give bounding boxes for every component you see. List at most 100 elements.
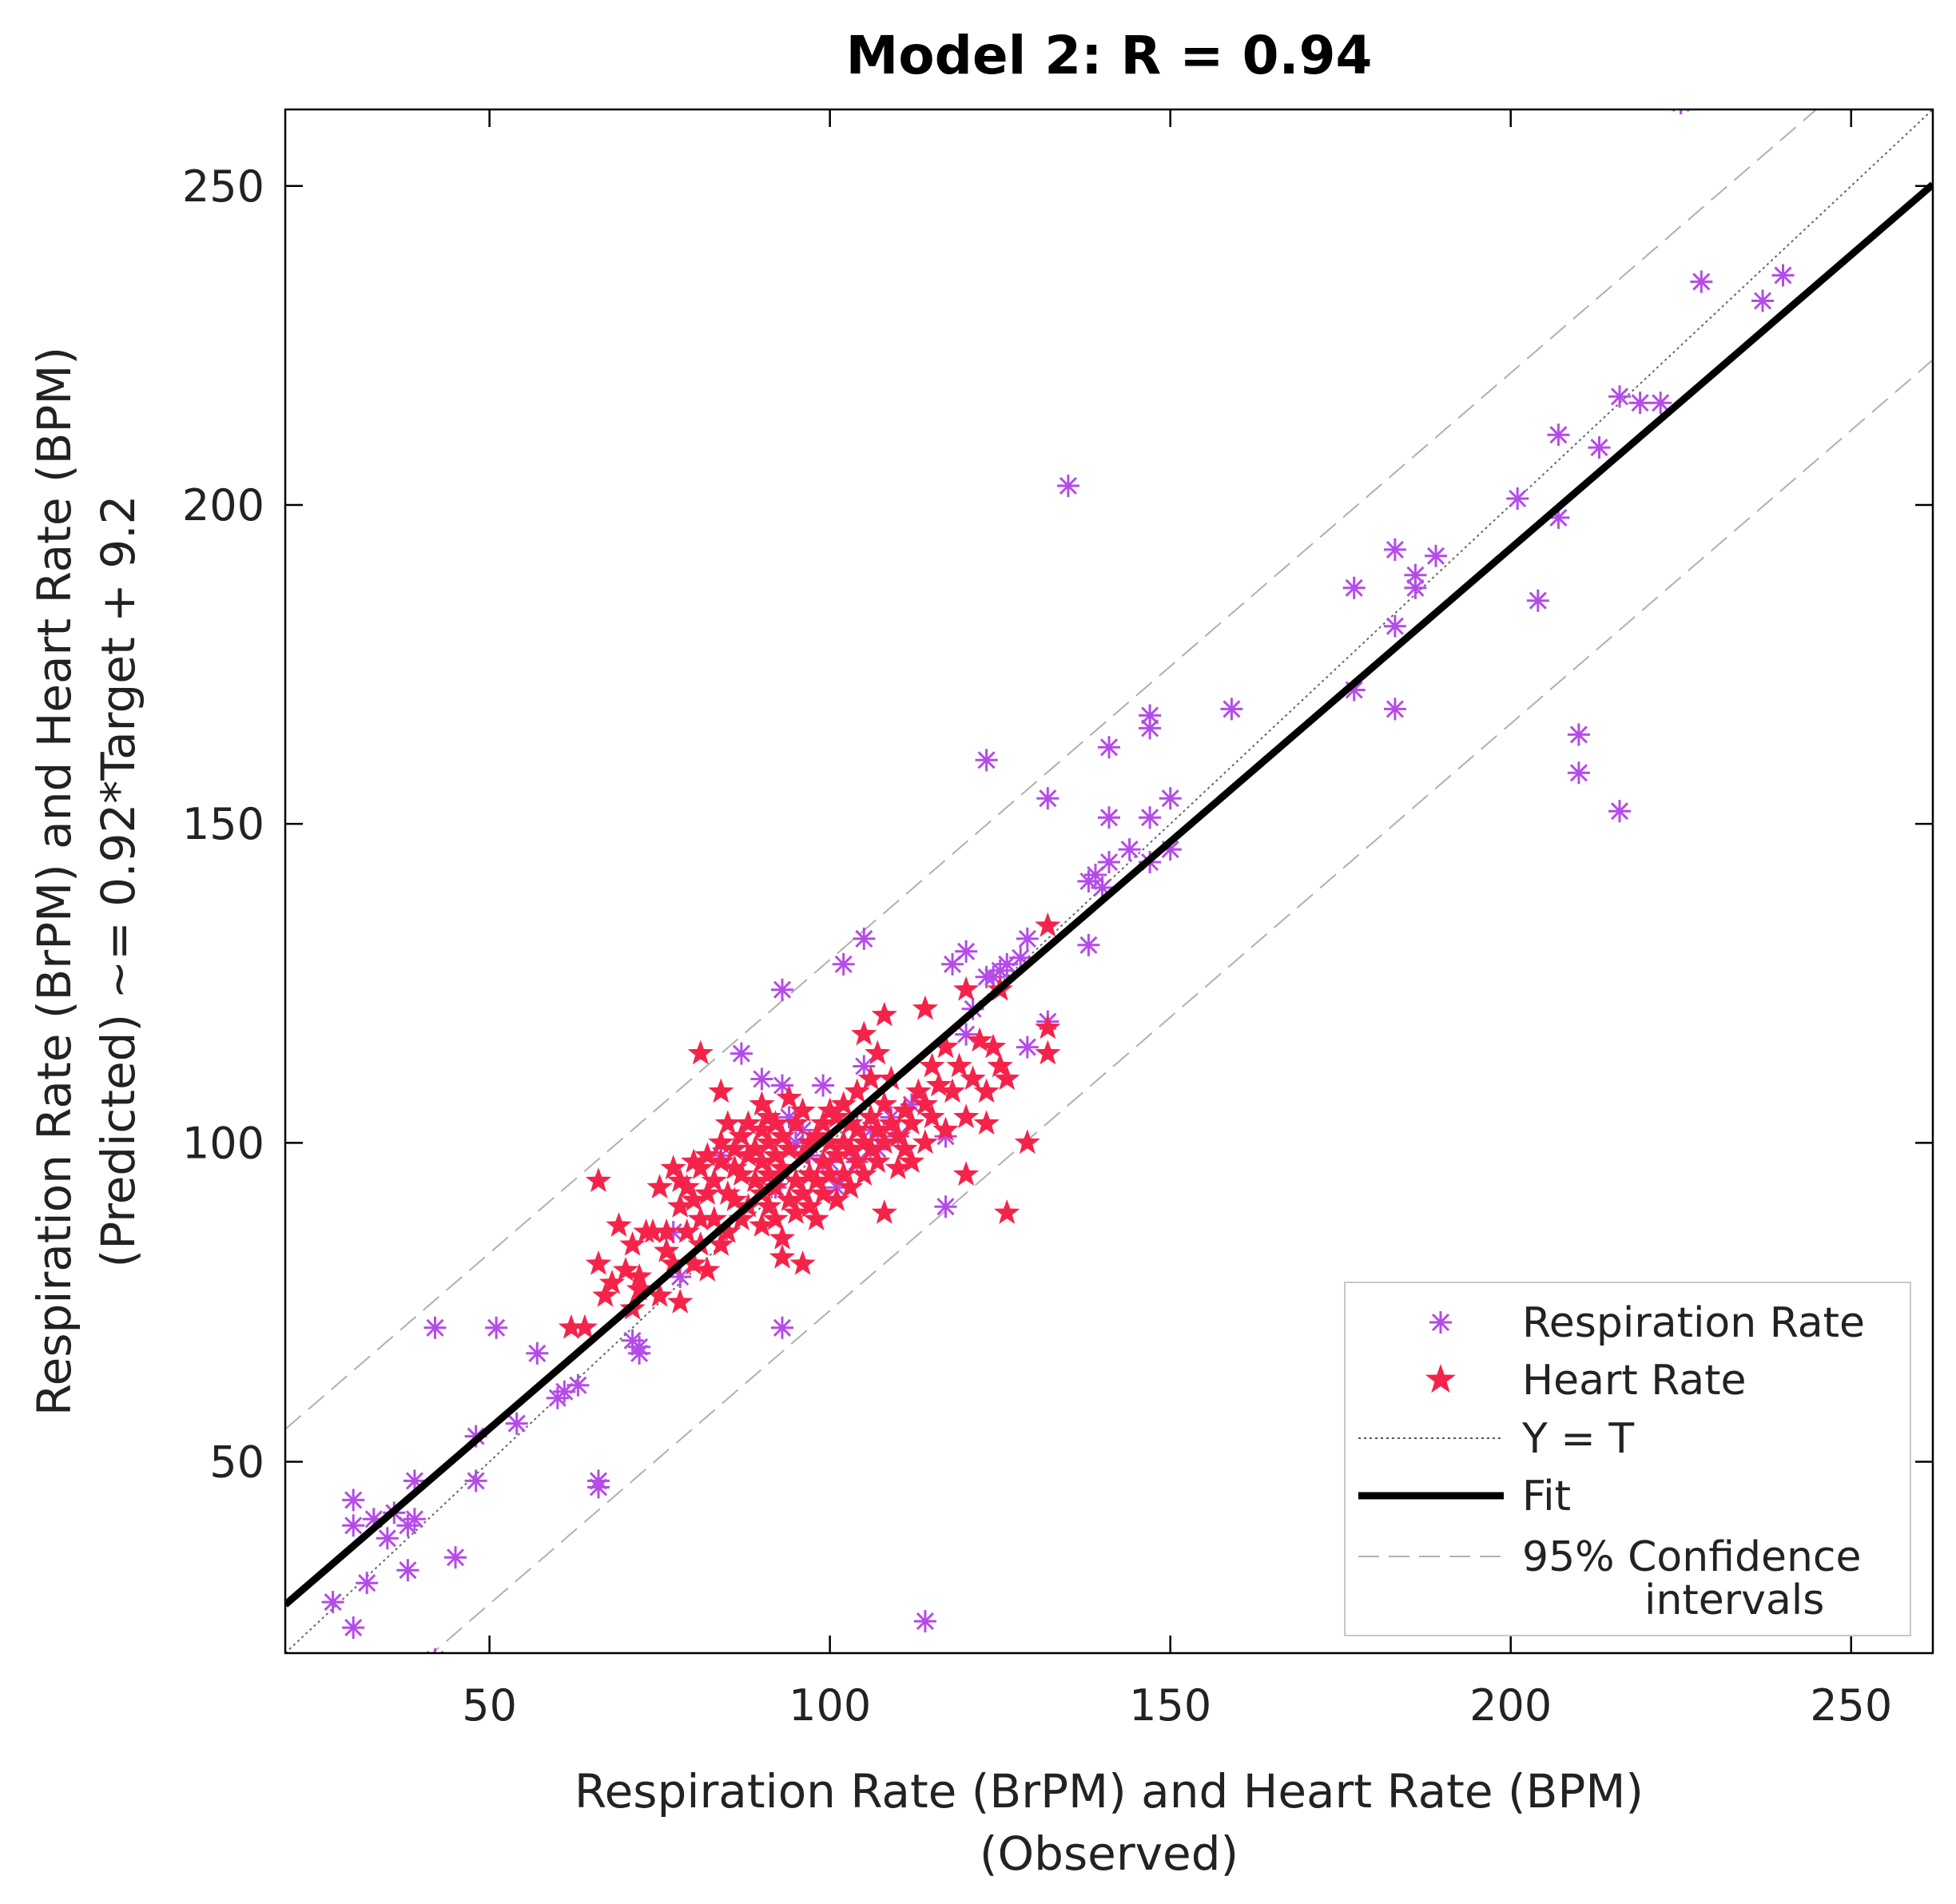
respiration-point xyxy=(851,926,877,952)
heart-rate-point xyxy=(654,1218,680,1243)
heart-rate-point xyxy=(660,1155,686,1179)
confidence-upper-line xyxy=(285,109,1818,1430)
heart-rate-point xyxy=(755,1161,782,1186)
heart-rate-point xyxy=(701,1167,727,1192)
respiration-point xyxy=(1628,390,1653,415)
heart-rate-point xyxy=(912,995,939,1020)
heart-rate-point xyxy=(769,1123,796,1148)
heart-rate-point xyxy=(626,1263,653,1288)
respiration-point xyxy=(933,1194,958,1219)
respiration-point xyxy=(1035,785,1060,811)
heart-rate-point xyxy=(871,1001,897,1027)
heart-rate-point xyxy=(824,1103,850,1129)
heart-rate-point xyxy=(681,1148,707,1173)
heart-rate-point xyxy=(606,1212,632,1237)
respiration-point xyxy=(423,1647,447,1653)
axis-ticks: 50 100 150 200 250 50 100 150 200 250 xyxy=(182,109,1933,1731)
heart-rate-point xyxy=(994,1065,1020,1091)
heart-rate-point xyxy=(694,1257,721,1282)
heart-rate-point xyxy=(741,1167,769,1192)
heart-rate-point xyxy=(769,1155,796,1179)
heart-rate-point xyxy=(865,1116,891,1142)
heart-rate-point xyxy=(749,1148,775,1173)
respiration-point xyxy=(1688,269,1714,295)
heart-rate-point xyxy=(714,1180,741,1205)
heart-rate-point xyxy=(782,1199,809,1224)
heart-rate-point xyxy=(946,1052,972,1078)
heart-rate-point xyxy=(674,1218,700,1243)
heart-rate-point xyxy=(571,1314,598,1339)
respiration-point xyxy=(586,1468,611,1493)
heart-rate-point xyxy=(789,1250,816,1275)
heart-rate-point xyxy=(749,1212,775,1237)
heart-rate-point xyxy=(925,1071,952,1097)
respiration-point xyxy=(443,1544,468,1570)
heart-rate-point xyxy=(789,1097,816,1123)
heart-rate-point xyxy=(762,1142,789,1167)
respiration-point xyxy=(1015,1035,1040,1060)
heart-rate-point xyxy=(837,1110,864,1135)
heart-rate-point xyxy=(735,1142,761,1167)
respiration-point xyxy=(1402,575,1428,601)
heart-rate-point xyxy=(619,1231,646,1256)
heart-rate-point xyxy=(796,1161,823,1186)
respiration-point xyxy=(340,1512,366,1538)
respiration-point xyxy=(1096,849,1122,875)
heart-rate-point xyxy=(687,1155,714,1179)
legend-box xyxy=(1344,1282,1911,1636)
respiration-point xyxy=(483,1315,509,1341)
heart-rate-point xyxy=(919,1052,945,1078)
heart-rate-point xyxy=(654,1238,680,1262)
respiration-point xyxy=(1587,435,1612,460)
x-tick-label: 50 xyxy=(462,1680,517,1731)
heart-rate-point xyxy=(749,1091,775,1116)
heart-rate-point xyxy=(728,1123,755,1148)
heart-rate-point xyxy=(708,1231,734,1256)
heart-rate-point xyxy=(885,1123,911,1148)
heart-rate-point xyxy=(646,1174,673,1198)
respiration-point xyxy=(1607,798,1632,824)
heart-rate-point xyxy=(803,1123,829,1148)
legend: Respiration Rate Heart Rate Y = T Fit 95… xyxy=(1344,1282,1911,1636)
heart-rate-point xyxy=(817,1129,843,1155)
heart-rate-point xyxy=(885,1155,911,1179)
heart-rate-point xyxy=(851,1020,877,1046)
heart-rate-point xyxy=(898,1110,925,1135)
heart-rate-point xyxy=(674,1174,700,1198)
heart-rate-point xyxy=(687,1039,714,1065)
legend-fit-label: Fit xyxy=(1522,1473,1571,1520)
heart-rate-point xyxy=(714,1218,741,1243)
y-axis-label-line1: Respiration Rate (BrPM) and Heart Rate (… xyxy=(27,347,82,1416)
heart-rate-point xyxy=(912,1091,939,1116)
respiration-point xyxy=(524,1341,550,1366)
respiration-point xyxy=(375,1525,400,1551)
heart-rate-point xyxy=(776,1187,802,1211)
heart-rate-point xyxy=(708,1078,734,1103)
heart-rate-point xyxy=(952,976,980,1001)
respiration-point xyxy=(1382,537,1408,562)
legend-heart-label: Heart Rate xyxy=(1522,1357,1747,1405)
y-axis-label-line2: (Predicted) ~= 0.92*Target + 9.2 xyxy=(91,495,145,1268)
heart-rate-point xyxy=(803,1206,829,1230)
heart-rate-point xyxy=(722,1135,748,1161)
respiration-point xyxy=(810,1073,836,1098)
heart-rate-point xyxy=(585,1250,612,1275)
heart-rate-point xyxy=(851,1129,877,1155)
heart-rate-point xyxy=(769,1244,796,1269)
heart-rate-point xyxy=(796,1129,823,1155)
heart-rate-point xyxy=(912,1129,939,1155)
heart-rate-point xyxy=(830,1161,857,1186)
heart-rate-point xyxy=(857,1135,884,1161)
heart-rate-point xyxy=(844,1148,870,1173)
respiration-point xyxy=(769,1315,795,1341)
legend-identity-label: Y = T xyxy=(1521,1415,1634,1463)
heart-rate-point xyxy=(830,1091,857,1116)
heart-rate-point xyxy=(960,1065,986,1091)
x-tick-label: 200 xyxy=(1469,1680,1552,1731)
heart-rate-point xyxy=(952,1161,980,1186)
respiration-point xyxy=(1566,760,1592,785)
heart-rate-point xyxy=(919,1103,945,1129)
y-tick-label: 250 xyxy=(182,161,264,212)
heart-rate-point xyxy=(796,1193,823,1218)
heart-rate-point xyxy=(646,1282,673,1307)
